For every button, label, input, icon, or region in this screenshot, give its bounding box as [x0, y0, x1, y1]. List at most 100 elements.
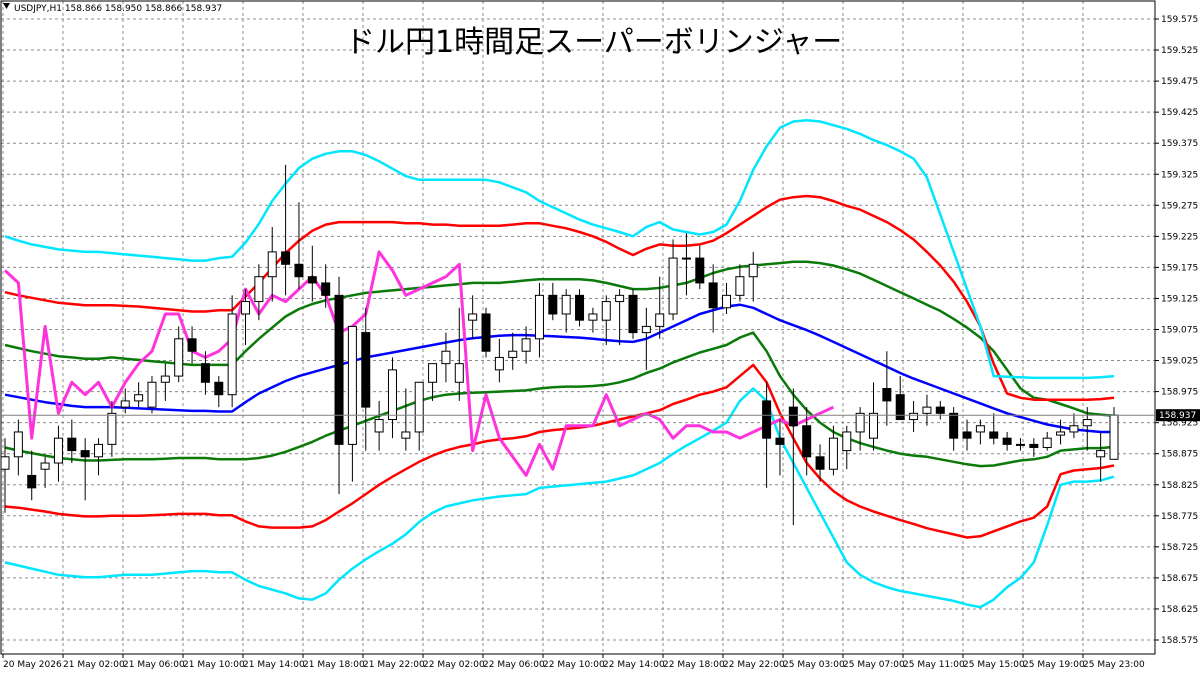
candle	[0, 438, 10, 513]
y-tick-label: 158.875	[1161, 450, 1198, 460]
candle-body-up	[722, 294, 732, 309]
candle-body-down	[214, 381, 224, 396]
candle	[227, 295, 237, 408]
y-tick-label: 159.175	[1161, 263, 1198, 273]
candle	[508, 332, 518, 370]
candle	[347, 325, 357, 482]
candle	[1056, 419, 1066, 445]
candle	[361, 307, 371, 451]
candle	[454, 307, 464, 401]
candle-body-down	[80, 450, 90, 458]
y-tick-label: 159.125	[1161, 294, 1198, 304]
candle	[1029, 438, 1039, 457]
candle	[641, 307, 651, 370]
band-line-5	[4, 194, 1115, 401]
candle-body-down	[788, 406, 798, 427]
candle-body-up	[534, 294, 544, 340]
candle	[775, 419, 785, 476]
candle-body-up	[254, 276, 264, 303]
candle-body-down	[67, 437, 77, 452]
x-tick-label: 25 May 15:00	[963, 660, 1025, 670]
candle-body-up	[13, 431, 23, 458]
candle	[681, 233, 691, 296]
candle-body-up	[454, 363, 464, 383]
candle	[534, 282, 544, 358]
band-line-3	[4, 303, 1114, 434]
candle	[441, 332, 451, 383]
candle	[1002, 431, 1012, 451]
candle-body-down	[882, 387, 892, 402]
candle-body-down	[775, 437, 785, 445]
price-label: 158.937	[1159, 411, 1196, 421]
candle	[708, 264, 718, 333]
candle-body-up	[374, 419, 384, 433]
lagging-span-line	[3, 250, 835, 477]
candle-body-down	[1029, 443, 1039, 448]
candle-body-up	[615, 294, 625, 303]
candle	[200, 351, 210, 395]
candle-body-up	[107, 412, 117, 445]
candle	[321, 264, 331, 308]
y-tick-label: 159.025	[1161, 357, 1198, 367]
candle-body-up	[1082, 419, 1092, 427]
candle	[628, 289, 638, 339]
candle-body-up	[1069, 425, 1079, 433]
candle	[80, 438, 90, 501]
band-line-6	[4, 118, 1115, 380]
candle-body-down	[200, 363, 210, 383]
candle-body-down	[307, 276, 317, 284]
candle	[13, 419, 23, 476]
y-tick-label: 159.375	[1161, 139, 1198, 149]
chart-title: ドル円1時間足スーパーボリンジャー	[345, 25, 842, 60]
candle	[134, 382, 144, 408]
candle	[802, 407, 812, 476]
candle-body-up	[975, 425, 985, 433]
x-tick-label: 21 May 14:00	[243, 660, 305, 670]
candle-body-down	[575, 294, 585, 321]
y-tick-label: 159.575	[1161, 15, 1198, 25]
candle-body-up	[414, 381, 424, 433]
candle	[575, 289, 585, 327]
x-tick-label: 21 May 06:00	[123, 660, 185, 670]
candle-body-up	[588, 313, 598, 321]
candle-body-down	[895, 394, 905, 421]
x-tick-label: 21 May 18:00	[303, 660, 365, 670]
candle	[27, 450, 37, 501]
bands	[3, 118, 1115, 609]
candle-body-up	[120, 400, 130, 408]
candle	[989, 413, 999, 445]
price-label-box	[1156, 409, 1200, 422]
candle-body-down	[628, 294, 638, 334]
candle	[214, 376, 224, 408]
candle-body-up	[428, 363, 438, 383]
plot-frame	[0, 0, 1156, 655]
candle	[1069, 413, 1079, 439]
candle	[334, 276, 344, 495]
candle-body-up	[842, 431, 852, 452]
x-tick-label: 22 May 22:00	[723, 660, 785, 670]
candle-body-up	[909, 412, 919, 421]
candle	[40, 456, 50, 488]
candle	[281, 164, 291, 296]
candle-body-up	[134, 394, 144, 402]
candle	[187, 326, 197, 364]
candle-body-down	[548, 294, 558, 315]
y-tick-label: 159.425	[1161, 108, 1198, 118]
candle-body-up	[735, 276, 745, 296]
candle	[481, 307, 491, 358]
candle-body-up	[521, 338, 531, 352]
candle-body-up	[1042, 437, 1052, 448]
candle	[107, 400, 117, 457]
x-tick-label: 20 May 2026	[3, 660, 62, 670]
candle	[548, 282, 558, 321]
candle	[120, 388, 130, 414]
y-tick-label: 158.725	[1161, 543, 1198, 553]
x-tick-label: 22 May 10:00	[543, 660, 605, 670]
candle	[241, 289, 251, 346]
candle-body-up	[561, 294, 571, 315]
candle	[695, 245, 705, 290]
x-tick-label: 22 May 18:00	[663, 660, 725, 670]
y-tick-label: 158.975	[1161, 388, 1198, 398]
candle	[922, 394, 932, 426]
